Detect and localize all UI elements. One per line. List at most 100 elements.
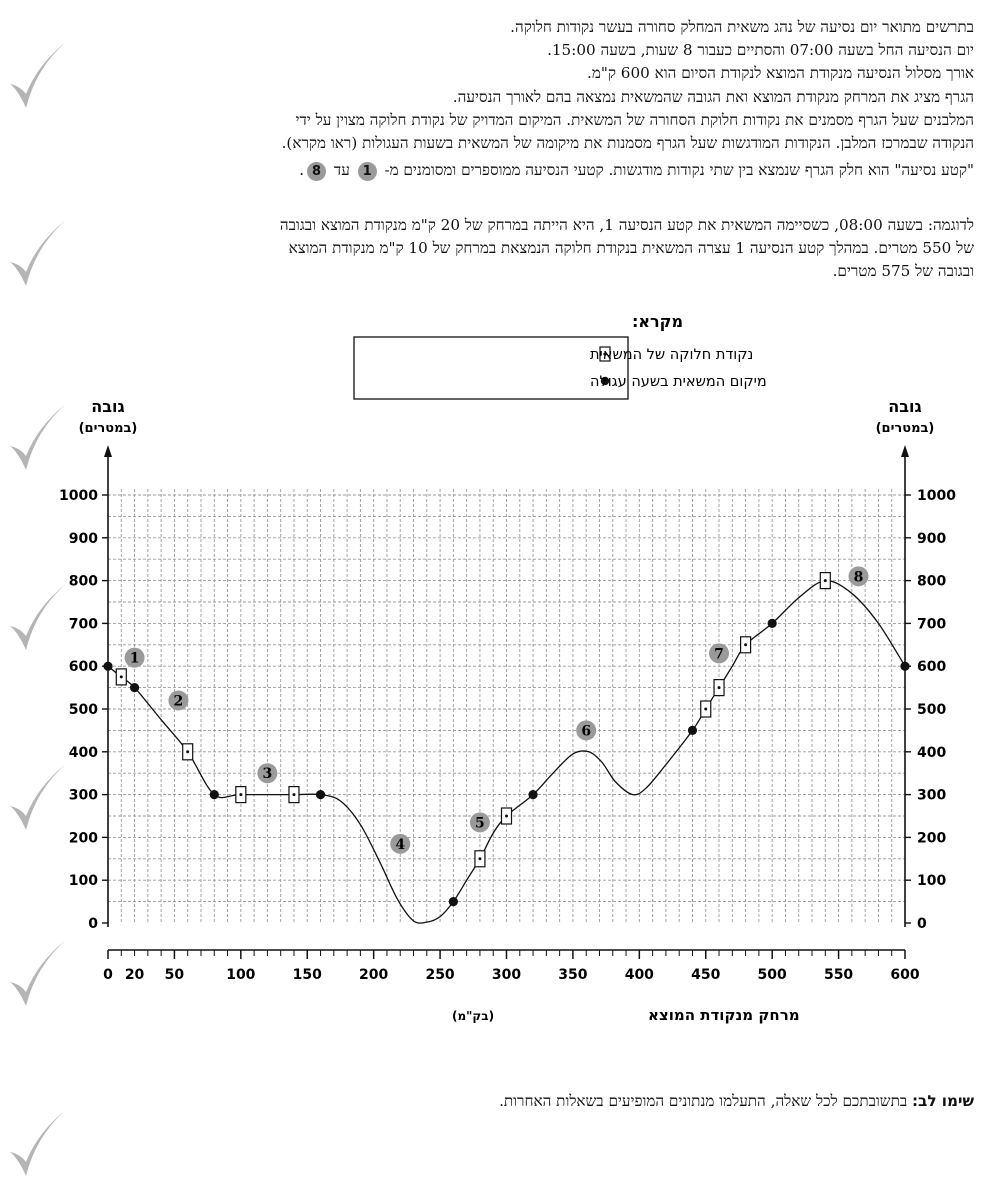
- segment-badge: [390, 833, 411, 854]
- x-tick-label: 400: [625, 967, 654, 983]
- x-tick-label: 500: [758, 967, 787, 983]
- segment-badge-label: 3: [263, 766, 273, 782]
- hour-point: [315, 790, 326, 800]
- segment-badge-label: 1: [130, 651, 140, 667]
- y-tick-label-right: 1000: [917, 488, 956, 504]
- legend-box: [353, 336, 629, 400]
- y-axis-right-arrow: [901, 445, 909, 457]
- y-axis-left-label: גובה: [91, 397, 124, 416]
- x-tick-label: 250: [425, 967, 454, 983]
- y-tick-label-right: 900: [917, 531, 946, 547]
- checkmark-icon: [10, 584, 66, 650]
- segment-badge-label: 4: [395, 837, 405, 853]
- x-tick-label: 300: [492, 967, 521, 983]
- intro-line: הנקודה שבמרכז המלבן. הנקודות המודגשות שע…: [281, 134, 974, 153]
- checkmark-icon: [10, 42, 66, 108]
- checkmark-icon: [10, 404, 66, 470]
- hour-point: [103, 661, 113, 671]
- note-label: שימו לב:: [911, 1092, 974, 1110]
- y-tick-label-left: 700: [69, 616, 98, 632]
- note-text: בתשובתכם לכל שאלה, התעלמו מנתונים המופיע…: [499, 1092, 912, 1110]
- distribution-point-dot: [744, 643, 748, 647]
- segment-badge: [124, 647, 145, 668]
- segment-definition-end: .: [299, 161, 305, 180]
- y-axis-left-arrow: [104, 445, 112, 457]
- intro-line: המלבנים שעל הגרף מסמנים את נקודות חלוקת …: [295, 110, 974, 129]
- segment-badge: [469, 812, 490, 833]
- segment-badge-label: 6: [581, 723, 591, 739]
- segment-badge: [709, 643, 730, 664]
- y-tick-label-right: 0: [917, 916, 927, 932]
- x-tick-label: 600: [890, 967, 919, 983]
- checkmark-icon: [10, 940, 66, 1006]
- y-tick-label-left: 0: [88, 916, 98, 932]
- intro-line: הגרף מציג את המרחק מנקודת המוצא ואת הגוב…: [452, 87, 974, 106]
- x-tick-label: 20: [125, 967, 145, 983]
- y-tick-label-right: 500: [917, 702, 946, 718]
- legend-label: מיקום המשאית בשעה עגולה: [590, 374, 767, 390]
- y-axis-right-label: גובה: [888, 397, 921, 416]
- legend-label: נקודת חלוקה של המשאית: [590, 347, 753, 363]
- x-axis-unit: (בק"מ): [452, 1009, 494, 1023]
- hour-point: [528, 790, 538, 800]
- note: שימו לב: בתשובתכם לכל שאלה, התעלמו מנתונ…: [34, 1092, 974, 1111]
- segment-definition: "קטע נסיעה" הוא חלק הגרף שנמצא בין שתי נ…: [34, 159, 974, 182]
- hour-point: [687, 725, 698, 735]
- hour-point: [900, 661, 910, 671]
- y-axis-left-unit: (במטרים): [79, 421, 138, 436]
- x-tick-label: 150: [293, 967, 322, 983]
- example-text: לדוגמה: בשעה 08:00, כשסיימה המשאית את קט…: [34, 214, 974, 284]
- y-tick-label-left: 100: [69, 873, 98, 889]
- intro-text: בתרשים מתואר יום נסיעה של נהג משאית המחל…: [34, 16, 974, 182]
- legend-hour-marker: [600, 376, 610, 386]
- checkmark-icon: [10, 764, 66, 830]
- distribution-point-dot: [505, 814, 508, 818]
- y-tick-label-right: 600: [917, 659, 946, 675]
- y-tick-label-left: 200: [69, 830, 98, 846]
- distribution-point-dot: [186, 750, 190, 754]
- hour-point: [767, 618, 777, 628]
- distribution-point-dot: [704, 707, 708, 711]
- x-tick-label: 350: [558, 967, 587, 983]
- y-tick-label-left: 600: [69, 659, 98, 675]
- segment-badge: [257, 763, 278, 784]
- y-tick-label-left: 400: [69, 745, 98, 761]
- y-tick-label-right: 400: [917, 745, 946, 761]
- segment-badge-label: 2: [174, 693, 184, 709]
- segment-definition-text: "קטע נסיעה" הוא חלק הגרף שנמצא בין שתי נ…: [384, 161, 974, 180]
- distribution-point-dot: [239, 793, 243, 797]
- y-tick-label-right: 100: [917, 873, 946, 889]
- segment-definition-to: עד: [333, 161, 350, 180]
- x-tick-label: 200: [359, 967, 388, 983]
- distribution-point-dot: [478, 857, 482, 861]
- x-tick-label: 550: [824, 967, 853, 983]
- checkmark-icon: [10, 1110, 66, 1176]
- segment-badge-label: 8: [854, 569, 864, 585]
- distribution-point-dot: [823, 579, 827, 583]
- y-tick-label-left: 500: [69, 702, 98, 718]
- y-axis-right-unit: (במטרים): [876, 421, 935, 436]
- segment-badge-label: 7: [714, 646, 724, 662]
- segment-badge: [576, 720, 597, 741]
- y-tick-label-right: 300: [917, 788, 946, 804]
- example-line: לדוגמה: בשעה 08:00, כשסיימה המשאית את קט…: [279, 216, 974, 234]
- y-tick-label-left: 300: [69, 788, 98, 804]
- segment-badge: [848, 566, 869, 587]
- segment-badge-from: 1: [357, 161, 377, 181]
- y-tick-label-right: 800: [917, 574, 946, 590]
- segment-badge-label: 5: [475, 815, 485, 831]
- x-axis-label: מרחק מנקודת המוצא: [648, 1006, 800, 1024]
- y-tick-label-left: 800: [69, 574, 98, 590]
- y-tick-label-left: 900: [69, 531, 98, 547]
- segment-badge-to: 8: [307, 161, 327, 181]
- legend-title: מקרא:: [632, 312, 683, 331]
- intro-line: בתרשים מתואר יום נסיעה של נהג משאית המחל…: [510, 18, 974, 36]
- distribution-point-dot: [119, 675, 123, 679]
- hour-point: [209, 790, 219, 800]
- hour-point: [448, 897, 458, 907]
- x-tick-label: 50: [165, 967, 185, 983]
- segment-badge: [168, 690, 189, 711]
- legend-distribution-marker-dot: [603, 352, 607, 356]
- y-tick-label-right: 200: [917, 830, 946, 846]
- example-line: של 550 מטרים. במהלך קטע הנסיעה 1 עצרה המ…: [288, 239, 974, 258]
